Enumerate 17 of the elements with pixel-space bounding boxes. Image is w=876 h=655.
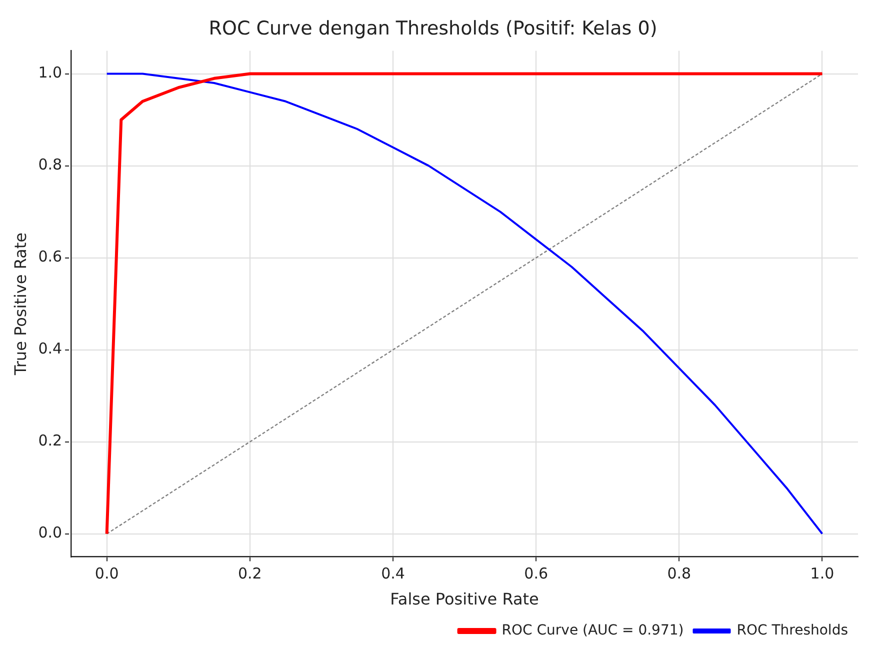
legend-label: ROC Curve (AUC = 0.971)	[502, 622, 684, 639]
chart-title: ROC Curve dengan Thresholds (Positif: Kelas 0)	[208, 17, 658, 40]
x-axis-title: False Positive Rate	[390, 590, 539, 609]
y-tick-label: 0.8	[38, 156, 62, 174]
y-axis-title: True Positive Rate	[10, 232, 30, 376]
y-tick-label: 0.0	[38, 524, 62, 542]
y-tick-label: 0.4	[38, 340, 62, 358]
x-tick-label: 0.4	[381, 564, 405, 583]
x-tick-label: 0.0	[94, 564, 119, 583]
y-tick-label: 1.0	[38, 64, 62, 82]
x-tick-label: 0.2	[238, 564, 262, 583]
x-tick-label: 1.0	[810, 564, 834, 583]
x-tick-label: 0.6	[524, 564, 548, 583]
legend-label: ROC Thresholds	[736, 622, 848, 639]
x-tick-label: 0.8	[667, 564, 692, 583]
y-tick-label: 0.2	[38, 432, 62, 450]
y-tick-label: 0.6	[38, 248, 62, 266]
